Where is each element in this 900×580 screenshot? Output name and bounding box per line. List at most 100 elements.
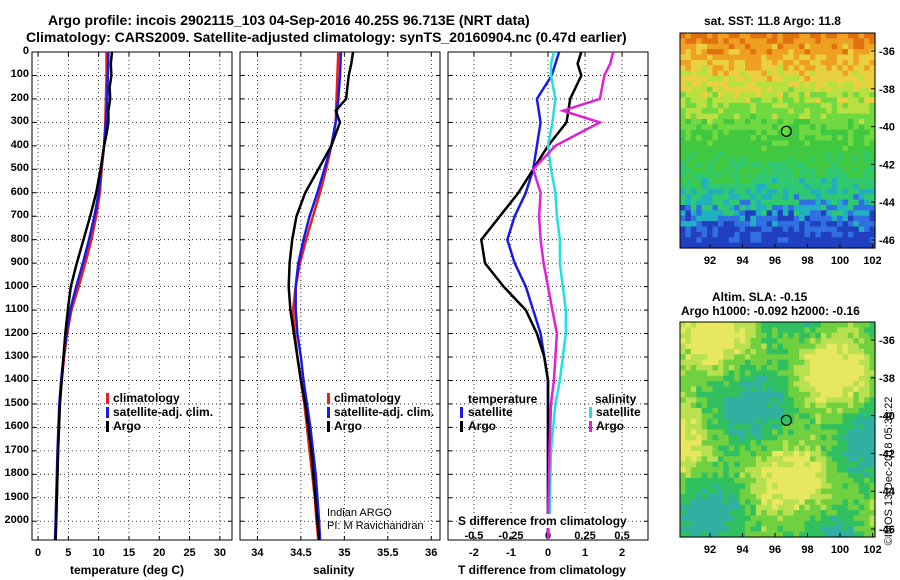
map-cell	[869, 183, 876, 190]
map-cell	[788, 33, 795, 39]
map-cell	[755, 467, 762, 474]
map-y-label: -36	[879, 46, 895, 58]
map-cell	[777, 365, 784, 371]
map-cell	[745, 76, 752, 82]
map-cell	[826, 461, 833, 468]
map-cell	[745, 375, 752, 382]
map-cell	[685, 531, 692, 538]
map-cell	[712, 167, 719, 174]
map-cell	[858, 54, 865, 61]
map-cell	[712, 43, 719, 50]
map-cell	[750, 456, 757, 463]
map-cell	[782, 413, 789, 420]
map-cell	[842, 424, 849, 431]
map-cell	[837, 456, 844, 463]
map-cell	[739, 370, 746, 377]
map-cell	[788, 451, 795, 457]
map-cell	[815, 49, 822, 56]
map-cell	[745, 43, 752, 50]
depth-label: 1500	[4, 396, 29, 409]
map-cell	[772, 467, 779, 474]
map-cell	[777, 440, 784, 447]
map-cell	[777, 162, 784, 168]
map-cell	[799, 151, 806, 158]
map-cell	[820, 327, 827, 334]
map-cell	[701, 370, 708, 377]
map-cell	[804, 81, 811, 88]
map-cell	[761, 343, 768, 350]
map-cell	[826, 194, 833, 201]
map-cell	[739, 413, 746, 420]
map-cell	[739, 520, 746, 527]
map-cell	[777, 172, 784, 179]
map-cell	[750, 221, 757, 228]
map-cell	[793, 429, 800, 436]
map-cell	[826, 124, 833, 131]
map-cell	[734, 54, 741, 61]
map-cell	[761, 43, 768, 50]
map-cell	[804, 499, 811, 506]
map-cell	[826, 354, 833, 361]
map-cell	[799, 188, 806, 195]
map-cell	[864, 194, 871, 201]
map-cell	[788, 461, 795, 468]
map-cell	[707, 451, 714, 457]
map-x-label: 94	[736, 544, 749, 556]
map-cell	[739, 434, 746, 441]
map-cell	[690, 499, 697, 506]
map-cell	[853, 338, 860, 345]
map-cell	[766, 242, 773, 249]
map-cell	[820, 156, 827, 163]
map-cell	[728, 43, 735, 50]
map-cell	[766, 424, 773, 431]
map-cell	[701, 76, 708, 82]
map-cell	[717, 461, 724, 468]
map-cell	[788, 119, 795, 125]
map-cell	[810, 113, 817, 120]
map-cell	[847, 515, 854, 522]
map-cell	[864, 391, 871, 398]
map-cell	[804, 386, 811, 393]
map-cell	[728, 451, 735, 457]
map-cell	[804, 359, 811, 366]
map-cell	[712, 424, 719, 431]
map-cell	[712, 81, 719, 88]
map-cell	[799, 92, 806, 99]
map-cell	[761, 124, 768, 131]
map-cell	[690, 494, 697, 500]
map-cell	[696, 145, 703, 152]
map-cell	[864, 108, 871, 115]
map-cell	[690, 183, 697, 190]
map-cell	[864, 429, 871, 436]
map-cell	[701, 504, 708, 511]
map-cell	[799, 199, 806, 206]
map-cell	[777, 338, 784, 345]
map-cell	[831, 167, 838, 174]
map-cell	[728, 488, 735, 495]
map-cell	[712, 456, 719, 463]
map-cell	[734, 472, 741, 479]
map-cell	[831, 49, 838, 56]
map-cell	[690, 167, 697, 174]
map-cell	[815, 140, 822, 147]
map-cell	[810, 97, 817, 104]
map-cell	[734, 183, 741, 190]
map-cell	[739, 526, 746, 533]
map-cell	[772, 461, 779, 468]
s-tick-label: -0.5	[464, 530, 483, 542]
map-cell	[804, 429, 811, 436]
map-cell	[734, 129, 741, 136]
map-cell	[793, 531, 800, 538]
map-cell	[782, 65, 789, 72]
map-cell	[782, 59, 789, 66]
map-cell	[680, 488, 687, 495]
map-cell	[777, 70, 784, 77]
map-cell	[685, 408, 692, 414]
map-cell	[685, 381, 692, 388]
map-cell	[864, 33, 871, 39]
map-cell	[712, 332, 719, 339]
map-cell	[853, 526, 860, 533]
map-cell	[826, 510, 833, 517]
map-cell	[820, 359, 827, 366]
map-cell	[739, 156, 746, 163]
